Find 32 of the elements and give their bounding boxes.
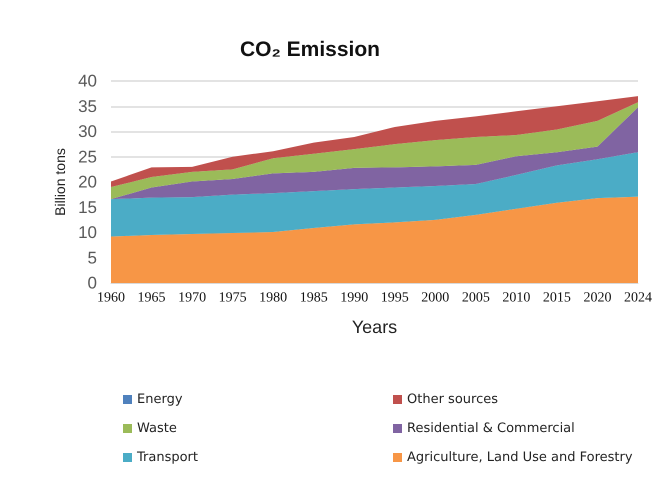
y-tick-label: 40 bbox=[78, 72, 97, 90]
legend-label: Other sources bbox=[407, 392, 498, 407]
legend-label: Residential & Commercial bbox=[407, 421, 575, 436]
legend-label: Waste bbox=[137, 421, 177, 436]
x-tick-label: 1980 bbox=[259, 290, 288, 306]
y-tick-label: 20 bbox=[78, 172, 97, 192]
x-tick-label: 1975 bbox=[218, 290, 247, 306]
legend-label: Energy bbox=[137, 392, 183, 407]
x-tick-label: 1970 bbox=[178, 290, 206, 306]
x-tick-label: 2024 bbox=[624, 290, 652, 306]
y-tick-label: 5 bbox=[88, 248, 97, 268]
y-axis-title: Billion tons bbox=[52, 148, 68, 216]
y-tick-label: 0 bbox=[88, 274, 97, 292]
x-tick-label: 2020 bbox=[583, 290, 612, 306]
legend-label: Agriculture, Land Use and Forestry bbox=[407, 450, 633, 465]
y-tick-label: 25 bbox=[78, 147, 97, 166]
x-tick-label: 2005 bbox=[462, 290, 490, 306]
y-tick-label: 10 bbox=[78, 223, 97, 242]
x-tick-label: 2000 bbox=[421, 290, 450, 306]
x-tick-label: 1960 bbox=[97, 290, 125, 306]
x-tick-label: 1985 bbox=[300, 290, 328, 306]
x-tick-label: 2015 bbox=[542, 290, 571, 306]
y-tick-label: 35 bbox=[78, 96, 97, 116]
chart-title: CO₂ Emission bbox=[240, 38, 380, 61]
y-tick-label: 30 bbox=[78, 122, 97, 141]
x-tick-label: 1995 bbox=[380, 290, 409, 306]
x-axis-title: Years bbox=[352, 317, 398, 337]
x-tick-label: 1965 bbox=[138, 290, 166, 306]
x-tick-label: 2010 bbox=[502, 290, 530, 306]
x-tick-label: 1990 bbox=[340, 290, 368, 306]
legend-label: Transport bbox=[136, 450, 198, 465]
y-tick-label: 15 bbox=[78, 198, 97, 217]
